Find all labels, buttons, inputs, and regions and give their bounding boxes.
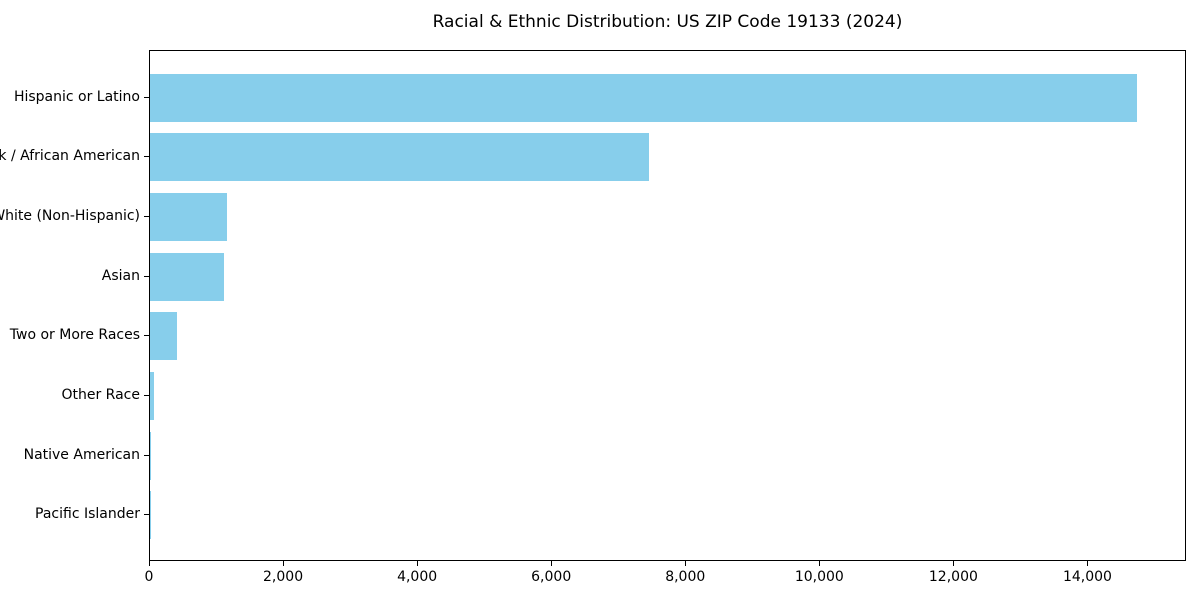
x-tick-label: 2,000: [263, 569, 304, 585]
y-tick-label: Other Race: [61, 386, 140, 403]
y-tick-mark: [144, 275, 149, 277]
bar: [150, 133, 649, 182]
y-tick-mark: [144, 216, 149, 218]
bar: [150, 252, 224, 301]
y-tick-mark: [144, 96, 149, 98]
y-tick-label: Native American: [23, 446, 140, 463]
x-tick-label: 6,000: [531, 569, 572, 585]
x-tick-mark: [417, 561, 419, 566]
bar: [150, 431, 151, 480]
x-tick-label: 8,000: [665, 569, 706, 585]
y-tick-mark: [144, 156, 149, 158]
y-tick-mark: [144, 454, 149, 456]
bar: [150, 312, 177, 361]
chart-title: Racial & Ethnic Distribution: US ZIP Cod…: [432, 12, 903, 32]
y-tick-label: Black / African American: [0, 148, 140, 165]
y-tick-label: Two or More Races: [9, 327, 140, 344]
x-tick-mark: [819, 561, 821, 566]
x-tick-label: 10,000: [794, 569, 844, 585]
y-tick-mark: [144, 514, 149, 516]
x-tick-mark: [685, 561, 687, 566]
y-tick-mark: [144, 335, 149, 337]
y-tick-mark: [144, 394, 149, 396]
bar: [150, 73, 1138, 122]
bar: [150, 193, 228, 242]
y-tick-label: White (Non-Hispanic): [0, 208, 140, 225]
x-tick-mark: [551, 561, 553, 566]
y-tick-label: Asian: [101, 267, 140, 284]
plot-area: [149, 50, 1186, 561]
x-tick-label: 12,000: [928, 569, 978, 585]
x-tick-mark: [953, 561, 955, 566]
x-tick-mark: [283, 561, 285, 566]
x-tick-label: 4,000: [397, 569, 438, 585]
bar: [150, 371, 155, 420]
y-tick-label: Pacific Islander: [35, 506, 140, 523]
y-tick-label: Hispanic or Latino: [13, 88, 140, 105]
x-tick-mark: [149, 561, 150, 566]
x-tick-label: 0: [144, 569, 154, 585]
x-tick-mark: [1087, 561, 1089, 566]
x-tick-label: 14,000: [1062, 569, 1112, 585]
